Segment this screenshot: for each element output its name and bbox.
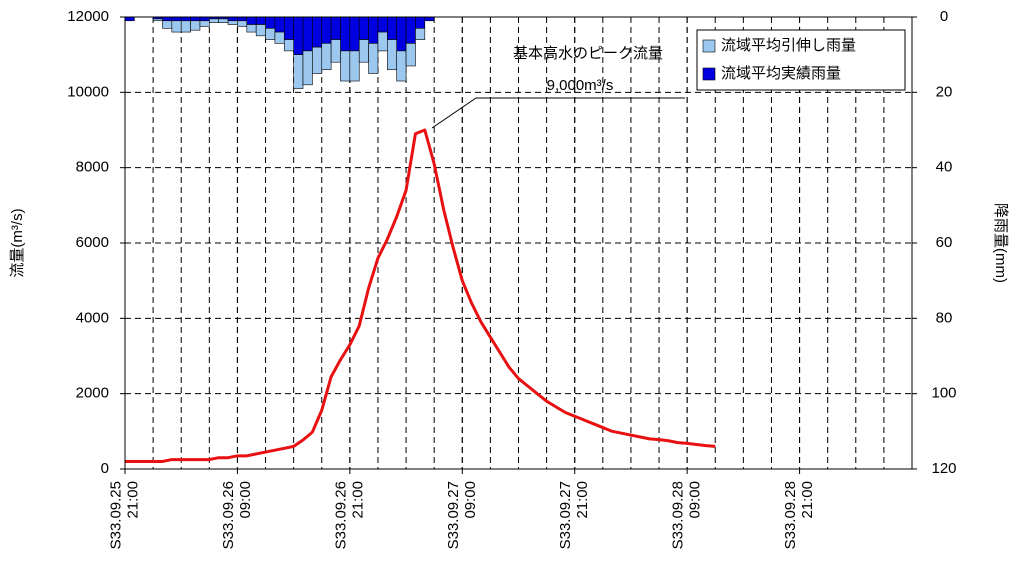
rain-bar <box>312 46 323 74</box>
rain-bar <box>358 39 369 63</box>
rain-bar <box>340 50 351 82</box>
rain-bar <box>255 24 266 37</box>
rain-bar <box>349 50 360 82</box>
rain-bar <box>265 16 276 29</box>
annotation: 基本高水のピーク流量 <box>513 45 663 62</box>
legend-swatch <box>702 67 716 81</box>
x-tick-label: S33.09.2721:00 <box>557 481 591 549</box>
data <box>124 16 716 463</box>
rain-bar <box>180 20 191 33</box>
legend-box <box>696 29 906 91</box>
plot-border <box>124 16 913 470</box>
annotation: 9,000m³/s <box>547 77 614 94</box>
rain-bar <box>246 16 257 25</box>
rain-bar <box>312 16 323 48</box>
legend-label: 流域平均引伸し雨量 <box>721 37 856 54</box>
legend-swatch <box>702 39 716 53</box>
legend-label: 流域平均実績雨量 <box>721 65 841 82</box>
rain-bar <box>152 18 163 22</box>
rain-bar <box>274 31 285 44</box>
rain-bar <box>321 43 332 71</box>
rain-bar <box>415 16 426 29</box>
rain-bar <box>274 16 285 33</box>
rain-bar <box>396 16 407 52</box>
rain-bar <box>246 24 257 33</box>
rain-bar <box>162 20 173 29</box>
rain-bar <box>209 18 219 23</box>
rain-bar <box>199 16 210 22</box>
rain-bar <box>162 16 173 22</box>
rain-bar <box>368 16 379 44</box>
y-tick-label: 4000 <box>76 309 109 326</box>
rain-bar <box>330 39 341 63</box>
y-tick-label: 6000 <box>76 234 109 251</box>
rain-bar <box>377 31 388 52</box>
x-tick-label: S33.09.2821:00 <box>782 481 816 549</box>
rain-bar <box>171 20 182 33</box>
y2-tick-label: 80 <box>936 309 953 326</box>
rain-bar <box>171 16 182 22</box>
rain-bar <box>321 16 332 44</box>
grid <box>124 16 912 470</box>
rain-bar <box>283 39 294 52</box>
rain-bar <box>190 16 201 22</box>
rain-bar <box>405 43 416 67</box>
rain-bar <box>349 16 360 52</box>
rain-bar <box>293 54 304 89</box>
rain-bar <box>387 39 398 71</box>
rain-bar <box>377 16 388 33</box>
rain-bar <box>227 16 238 22</box>
leader-line <box>431 97 685 129</box>
rain-bar <box>330 16 341 40</box>
y-tick-label: 8000 <box>76 159 109 176</box>
rain-bar <box>199 20 210 27</box>
y-tick-label: 0 <box>101 460 109 477</box>
x-tick-label: S33.09.2609:00 <box>220 481 254 549</box>
y2-tick-label: 20 <box>936 83 953 100</box>
x-tick-label: S33.09.2809:00 <box>670 481 704 549</box>
rain-bar <box>124 16 135 22</box>
y-tick-label: 2000 <box>76 385 109 402</box>
rain-bar <box>368 43 379 74</box>
x-tick-label: S33.09.2521:00 <box>107 481 141 549</box>
y2-axis-label: 降雨量(mm) <box>992 203 1009 283</box>
rain-bar <box>293 16 304 55</box>
rain-bar <box>237 16 248 22</box>
x-tick-label: S33.09.2709:00 <box>445 481 479 549</box>
rain-bar <box>424 16 435 22</box>
rain-bar <box>218 18 229 23</box>
x-tick-label: S33.09.2621:00 <box>332 481 366 549</box>
y-axis-label: 流量(m³/s) <box>9 208 26 277</box>
rain-bar <box>415 27 426 40</box>
rain-bar <box>180 16 191 22</box>
y2-tick-label: 40 <box>936 159 953 176</box>
rain-bar <box>358 16 369 40</box>
rain-bar <box>340 16 351 52</box>
y2-tick-label: 100 <box>931 385 956 402</box>
rain-bar <box>265 27 276 40</box>
rain-bar <box>302 50 313 86</box>
y-tick-label: 10000 <box>67 83 109 100</box>
rain-bar <box>255 16 266 25</box>
y2-tick-label: 60 <box>936 234 953 251</box>
rain-bar <box>283 16 294 40</box>
rain-bar <box>227 20 238 25</box>
rain-bar <box>302 16 313 52</box>
rain-bar <box>190 20 201 31</box>
rain-bar <box>387 16 398 40</box>
rain-bar <box>405 16 416 44</box>
flow-line <box>125 128 716 463</box>
rain-bar <box>396 50 407 82</box>
y2-tick-label: 120 <box>931 460 956 477</box>
y2-tick-label: 0 <box>940 8 948 25</box>
rain-bar <box>237 20 248 27</box>
y-tick-label: 12000 <box>67 8 109 25</box>
